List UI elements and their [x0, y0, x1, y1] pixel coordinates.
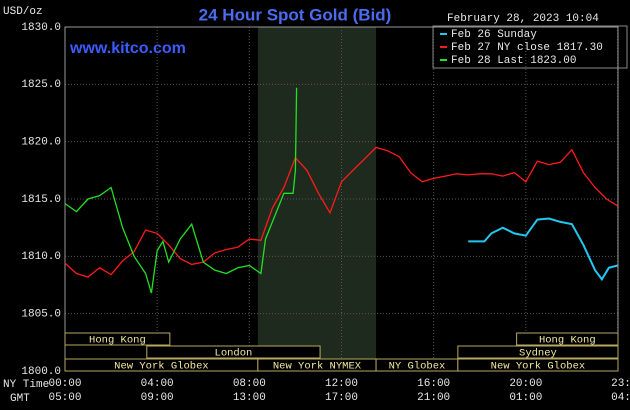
x-tick-label: 04:00 [141, 378, 174, 390]
x2-tick-label: 13:00 [233, 392, 266, 404]
session-label: New York NYMEX [273, 360, 362, 372]
session-bar [457, 358, 619, 372]
session-label: Hong Kong [539, 334, 596, 346]
x-tick-label: 12:00 [325, 378, 358, 390]
x-tick-label: 23:59 [611, 378, 630, 390]
x2-tick-label: 01:00 [509, 392, 542, 404]
session-label: London [215, 347, 253, 359]
y-tick-label: 1810.0 [21, 251, 61, 263]
price-line [64, 87, 298, 294]
session-bar [146, 345, 321, 359]
price-line [64, 146, 618, 278]
x-tick-label: 16:00 [417, 378, 450, 390]
timestamp: February 28, 2023 10:04 [447, 13, 599, 25]
session-label: New York Globex [114, 360, 209, 372]
session-bar [457, 345, 619, 359]
session-label: Hong Kong [89, 334, 146, 346]
x-tick-label: 08:00 [233, 378, 266, 390]
legend-box [432, 25, 628, 69]
x2-tick-label: 09:00 [141, 392, 174, 404]
x2-tick-label: 21:00 [417, 392, 450, 404]
website: www.kitco.com [69, 40, 186, 57]
session-bar [516, 332, 619, 346]
legend-label: Feb 26 Sunday [451, 29, 537, 41]
y-tick-label: 1800.0 [21, 366, 61, 378]
legend-label: Feb 28 Last 1823.00 [451, 55, 576, 67]
chart-title: 24 Hour Spot Gold (Bid) [199, 5, 392, 24]
x-row-label: NY Time [3, 379, 49, 391]
y-tick-label: 1805.0 [21, 309, 61, 321]
session-label: New York Globex [491, 360, 586, 372]
session-bar [64, 332, 171, 346]
x-tick-label: 00:00 [48, 378, 81, 390]
y-tick-label: 1815.0 [21, 194, 61, 206]
x2-tick-label: 05:00 [48, 392, 81, 404]
legend-label: Feb 27 NY close 1817.30 [451, 42, 603, 54]
x2-row-label: GMT [10, 393, 30, 405]
y-unit: USD/oz [3, 6, 43, 18]
y-tick-label: 1825.0 [21, 79, 61, 91]
price-line [468, 217, 618, 282]
x2-tick-label: 04:59 [611, 392, 630, 404]
session-label: Sydney [519, 347, 557, 359]
y-tick-label: 1830.0 [21, 22, 61, 34]
y-tick-label: 1820.0 [21, 137, 61, 149]
x-tick-label: 20:00 [509, 378, 542, 390]
x2-tick-label: 17:00 [325, 392, 358, 404]
session-label: NY Globex [389, 360, 446, 372]
